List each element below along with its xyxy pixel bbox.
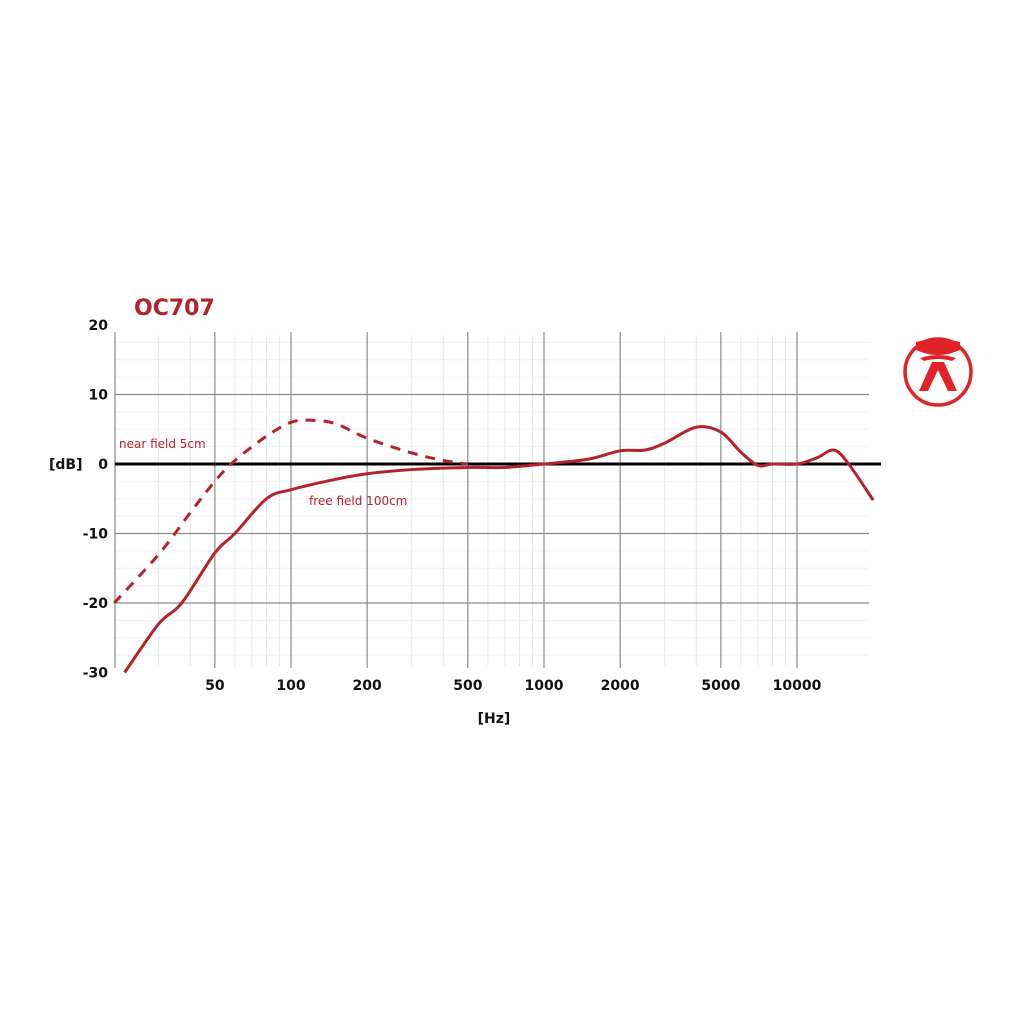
y-tick-label: 20 [89,318,109,334]
x-tick-label: 200 [353,678,382,694]
x-tick-label: 50 [205,678,225,694]
curves [113,418,875,674]
y-tick-label: -30 [83,666,109,682]
free-field-curve [123,425,875,674]
brand-logo-icon [903,337,973,407]
y-tick-label: -10 [83,527,109,543]
y-tick-label: 10 [89,388,109,404]
y-axis-label: [dB] [49,457,83,473]
near-field-curve [113,418,469,605]
x-tick-label: 5000 [701,678,740,694]
chart-title: OC707 [134,296,215,321]
x-axis-ticks: 50 100 200 500 1000 2000 5000 10000 [205,678,822,694]
x-tick-label: 1000 [525,678,564,694]
x-axis-label: [Hz] [478,711,511,727]
x-tick-label: 500 [453,678,482,694]
x-tick-label: 10000 [773,678,822,694]
x-tick-label: 2000 [601,678,640,694]
free-field-annotation: free field 100cm [309,494,407,508]
minor-grid [115,335,869,666]
y-tick-label: 0 [98,457,108,473]
y-axis-ticks: 20 10 0 -10 -20 -30 [83,318,109,682]
major-grid [114,332,869,668]
near-field-annotation: near field 5cm [119,437,206,451]
x-tick-label: 100 [276,678,305,694]
y-tick-label: -20 [83,596,109,612]
